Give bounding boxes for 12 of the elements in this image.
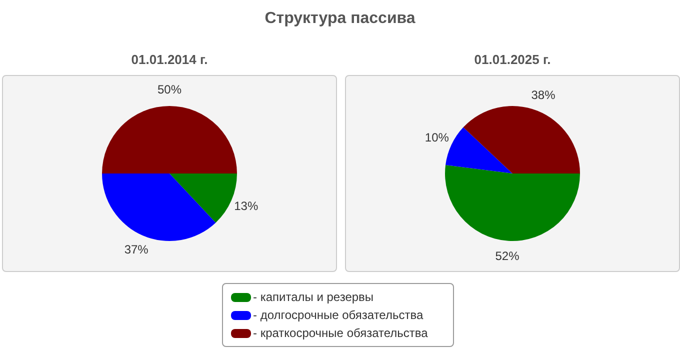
legend-label: - капиталы и резервы: [253, 290, 374, 304]
chart-subtitle: 01.01.2025 г.: [473, 51, 552, 69]
legend-label: - краткосрочные обязательства: [253, 326, 428, 340]
data-label: 13%: [234, 198, 258, 213]
data-label: 52%: [495, 249, 520, 264]
legend-label: - долгосрочные обязательства: [253, 308, 424, 322]
data-label: 50%: [157, 82, 182, 96]
data-label: 10%: [424, 130, 450, 144]
chart-title: Структура пассива: [264, 10, 416, 28]
chart-subtitle: 01.01.2014 г.: [130, 51, 209, 69]
data-label: 38%: [531, 88, 556, 102]
data-label: 37%: [124, 242, 149, 256]
